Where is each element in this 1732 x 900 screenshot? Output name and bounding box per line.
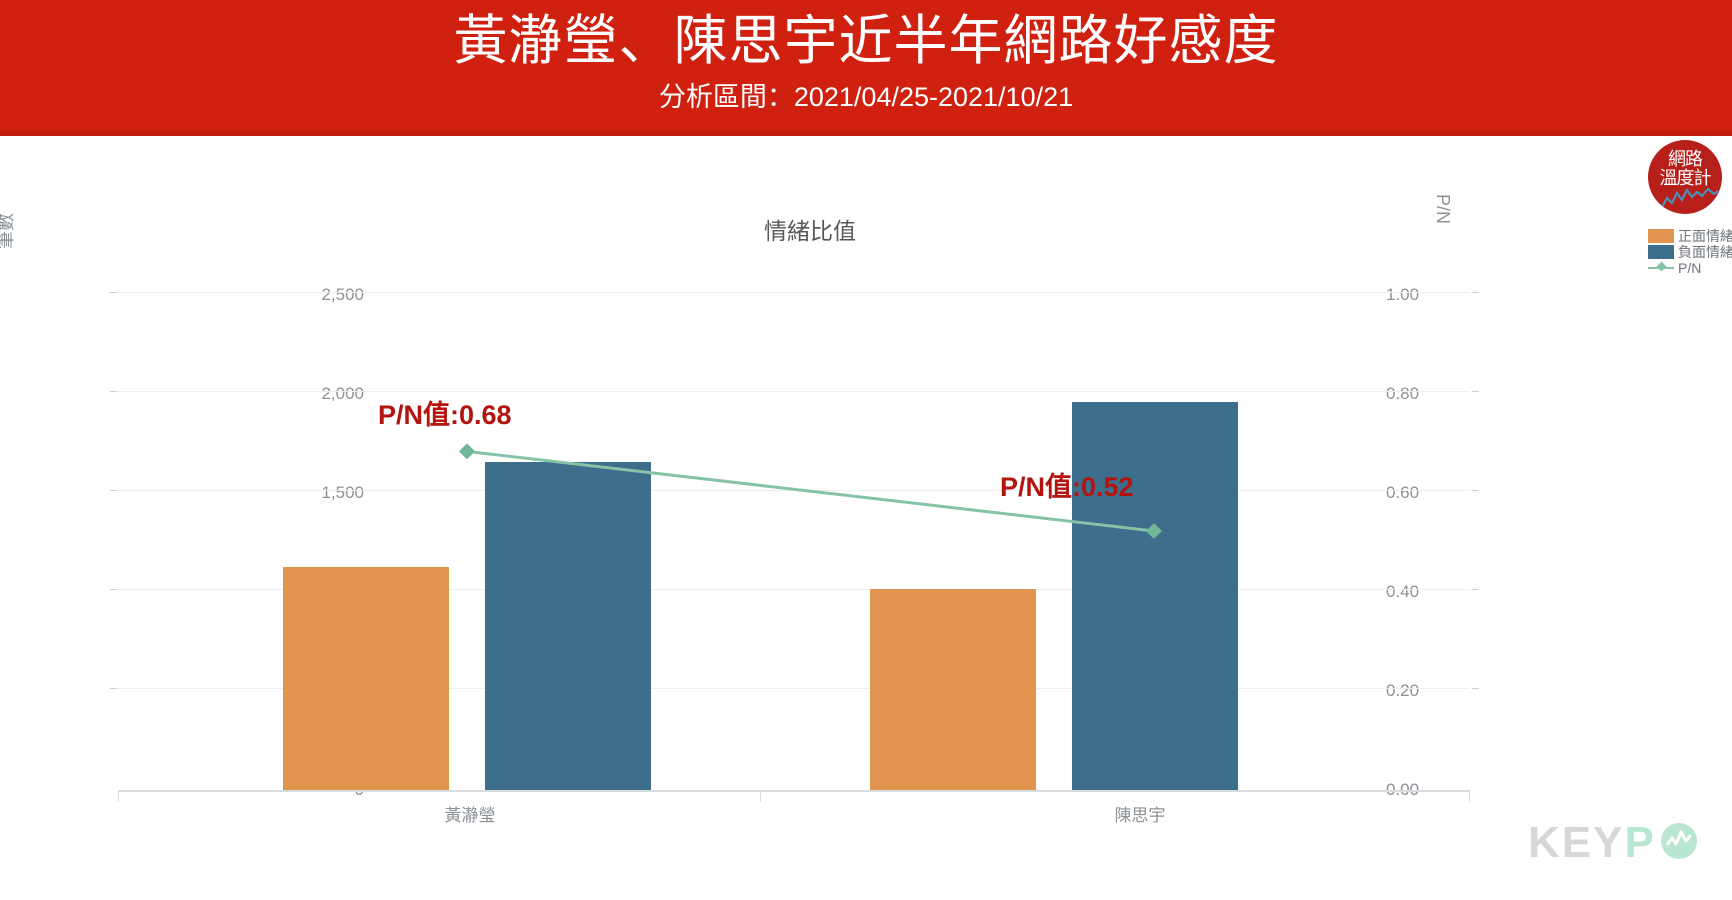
y-axis-title-right: P/N <box>1433 193 1454 225</box>
gridline-1000 <box>118 589 1470 590</box>
bar-negative-group-1[interactable] <box>485 462 651 790</box>
y-tick-right-0-20: 0.20 <box>1386 681 1420 700</box>
banner-bottom-edge <box>0 131 1732 136</box>
gridline-1500 <box>118 490 1470 491</box>
bar-positive-group-2[interactable] <box>870 589 1036 790</box>
legend-swatch-negative-icon <box>1648 245 1674 259</box>
legend-label-positive: 正面情緒 <box>1678 228 1732 244</box>
legend-label-negative: 負面情緒 <box>1678 244 1732 260</box>
x-axis-line <box>118 790 1470 792</box>
y-tick-right-0-80: 0.80 <box>1386 384 1420 403</box>
watermark-o-wave-icon <box>1657 819 1701 868</box>
x-axis-end-tick <box>1469 790 1470 802</box>
gridline-500 <box>118 688 1470 689</box>
logo-line-1: 網路 <box>1668 149 1703 169</box>
x-axis-group-separator <box>760 790 761 802</box>
watermark-text-key: KEY <box>1528 818 1625 867</box>
y-tick-right-0-00: 0.00 <box>1386 781 1476 798</box>
gridline-2500 <box>118 292 1470 293</box>
gridline-2000 <box>118 391 1470 392</box>
x-axis-start-tick <box>118 790 119 802</box>
annotation-pn-group-2: P/N值:0.52 <box>1000 472 1134 502</box>
chart-title: 情緒比值 <box>764 218 856 244</box>
keypo-watermark: KEY P <box>1528 820 1701 866</box>
y-tick-left-2500: 2,500 <box>321 285 364 304</box>
legend-label-pn: P/N <box>1678 260 1702 276</box>
x-axis-label-group-2: 陳思宇 <box>1114 806 1166 825</box>
legend-item-positive[interactable]: 正面情緒 <box>1648 228 1732 244</box>
legend-swatch-positive-icon <box>1648 229 1674 243</box>
chart-legend: 正面情緒 負面情緒 P/N <box>1648 228 1732 276</box>
annotation-pn-group-1: P/N值:0.68 <box>378 400 512 430</box>
y-tick-right-0-40: 0.40 <box>1386 582 1420 601</box>
bar-positive-group-1[interactable] <box>283 567 449 790</box>
analysis-period-subtitle: 分析區間：2021/04/25-2021/10/21 <box>658 82 1074 112</box>
watermark-text-p: P <box>1624 818 1656 867</box>
y-tick-right-0-60: 0.60 <box>1386 483 1420 502</box>
x-axis-label-group-1: 黃瀞瑩 <box>444 806 496 825</box>
y-tick-left-2000: 2,000 <box>321 384 364 403</box>
page-title: 黃瀞瑩、陳思宇近半年網路好感度 <box>453 11 1279 71</box>
legend-marker-pn-icon <box>1656 261 1667 272</box>
y-tick-left-1500: 1,500 <box>321 483 364 502</box>
header-banner: 黃瀞瑩、陳思宇近半年網路好感度 分析區間：2021/04/25-2021/10/… <box>0 0 1732 136</box>
logo-line-2: 溫度計 <box>1659 168 1712 188</box>
keypo-logo-badge: 網路 溫度計 <box>1648 140 1722 214</box>
y-axis-title-left: 筆數 <box>0 213 16 249</box>
legend-item-pn[interactable]: P/N <box>1648 260 1732 276</box>
plot-area <box>118 292 1470 802</box>
bar-negative-group-2[interactable] <box>1072 402 1238 790</box>
y-tick-right-1-00: 1.00 <box>1386 285 1420 304</box>
legend-item-negative[interactable]: 負面情緒 <box>1648 244 1732 260</box>
logo-waveform-icon <box>1651 187 1719 209</box>
